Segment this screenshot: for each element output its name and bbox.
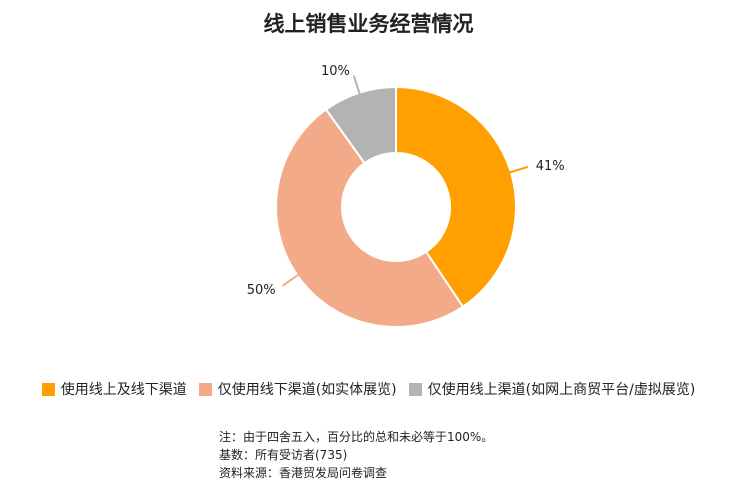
legend-label: 仅使用线下渠道(如实体展览)	[217, 382, 397, 398]
leader-line	[352, 75, 361, 95]
data-label: 41%	[536, 159, 565, 174]
chart-title: 线上销售业务经营情况	[263, 12, 474, 36]
leader-line	[508, 165, 529, 174]
legend-item-online-only: 仅使用线上渠道(如网上商贸平台/虚拟展览)	[408, 379, 696, 399]
legend-item-offline-only: 仅使用线下渠道(如实体展览)	[198, 379, 397, 399]
leader-line	[282, 273, 300, 287]
slice-online-only	[324, 85, 397, 165]
legend-item-online-and-offline: 使用线上及线下渠道	[41, 379, 187, 399]
data-label: 50%	[247, 283, 276, 298]
legend-label: 仅使用线上渠道(如网上商贸平台/虚拟展览)	[427, 382, 696, 398]
legend-swatch	[408, 382, 422, 396]
chart-legend: 使用线上及线下渠道 仅使用线下渠道(如实体展览) 仅使用线上渠道(如网上商贸平台…	[0, 379, 737, 399]
note-base: 基数：所有受访者(735)	[219, 448, 348, 462]
legend-swatch	[198, 382, 212, 396]
note-source: 资料来源：香港贸发局问卷调查	[219, 466, 388, 480]
legend-swatch	[41, 382, 55, 396]
slice-online-and-offline	[395, 85, 517, 309]
note-rounding: 注：由于四舍五入，百分比的总和未必等于100%。	[219, 430, 494, 444]
data-label: 10%	[321, 64, 350, 79]
chart-notes: 注：由于四舍五入，百分比的总和未必等于100%。 基数：所有受访者(735) 资…	[219, 428, 493, 482]
legend-label: 使用线上及线下渠道	[60, 382, 187, 398]
slice-offline-only	[275, 108, 465, 328]
